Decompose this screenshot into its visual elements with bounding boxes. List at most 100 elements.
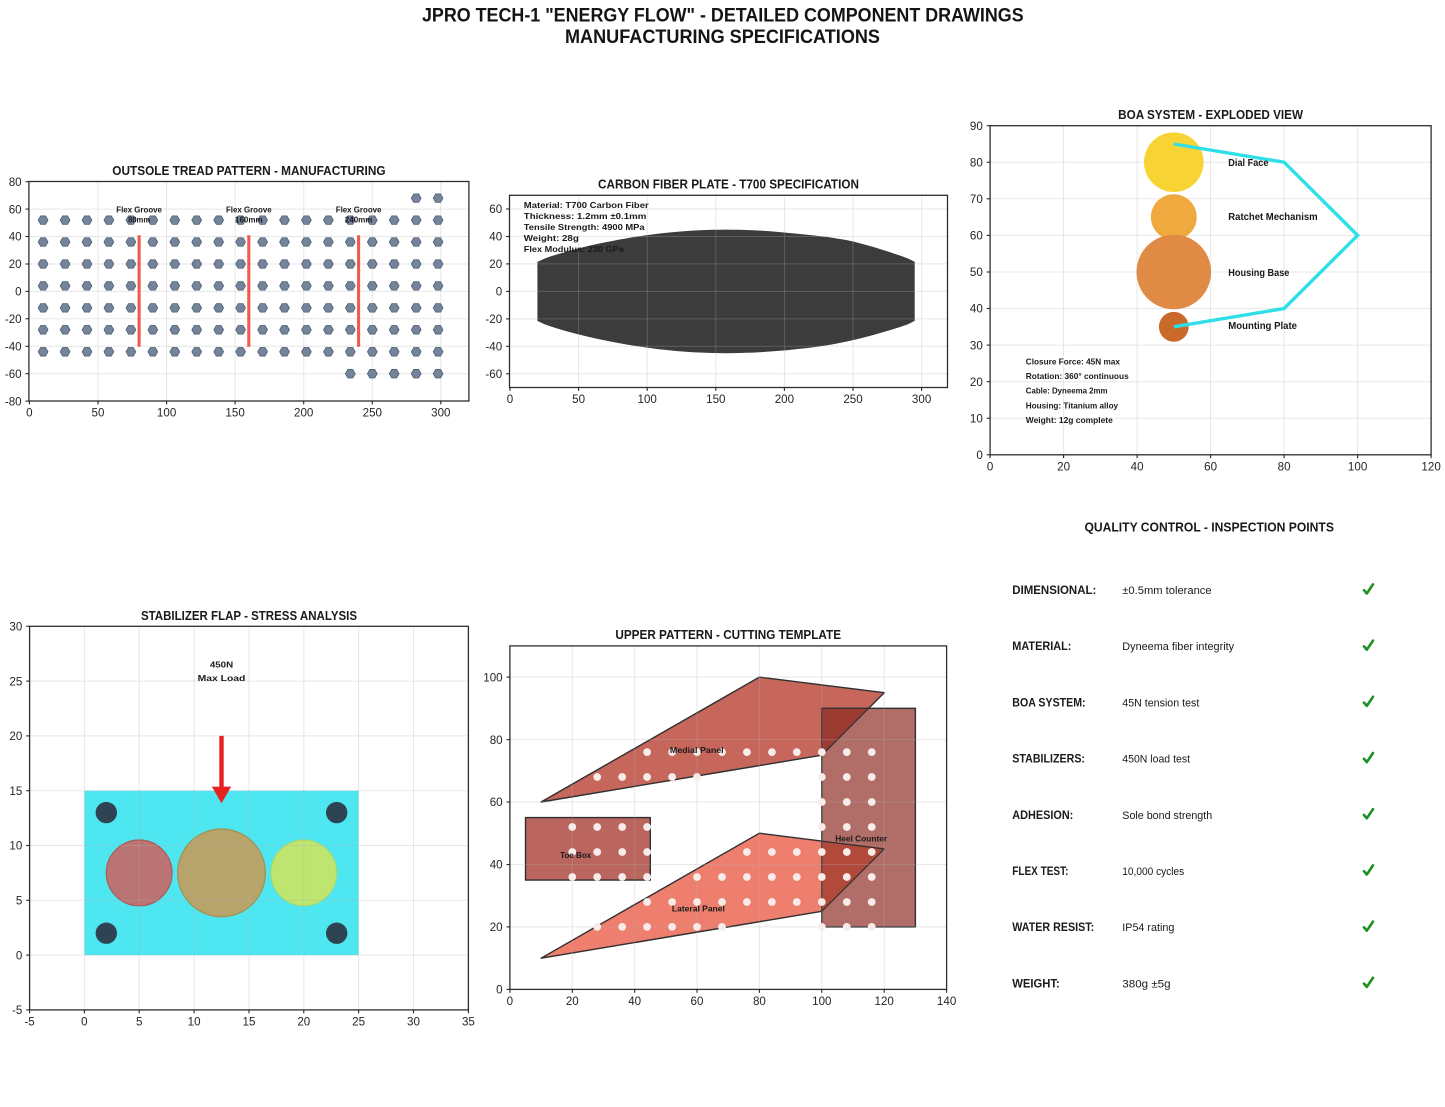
svg-text:20: 20 (9, 258, 22, 271)
svg-text:40: 40 (628, 995, 641, 1008)
svg-text:-40: -40 (485, 341, 502, 354)
svg-text:20: 20 (297, 1016, 310, 1029)
svg-text:Housing: Titanium alloy: Housing: Titanium alloy (1026, 400, 1119, 410)
svg-text:80: 80 (490, 734, 503, 747)
svg-text:60: 60 (970, 230, 983, 243)
svg-text:10: 10 (970, 412, 983, 425)
svg-text:40: 40 (1131, 461, 1144, 474)
svg-text:Sole bond strength: Sole bond strength (1122, 810, 1212, 822)
svg-text:80mm: 80mm (128, 216, 150, 225)
svg-text:Flex Groove: Flex Groove (226, 206, 272, 215)
svg-text:160mm: 160mm (235, 216, 263, 225)
svg-text:60: 60 (489, 203, 502, 216)
svg-text:Rotation: 360° continuous: Rotation: 360° continuous (1026, 371, 1129, 381)
svg-text:20: 20 (9, 730, 22, 743)
svg-text:120: 120 (875, 995, 894, 1008)
svg-text:140: 140 (937, 995, 956, 1008)
svg-text:Ratchet Mechanism: Ratchet Mechanism (1228, 212, 1318, 223)
svg-text:80: 80 (1278, 461, 1291, 474)
svg-text:100: 100 (638, 393, 657, 406)
svg-text:Dyneema fiber integrity: Dyneema fiber integrity (1122, 641, 1234, 653)
svg-text:Closure Force: 45N max: Closure Force: 45N max (1026, 356, 1120, 366)
svg-text:Tensile Strength: 4900 MPa: Tensile Strength: 4900 MPa (524, 222, 645, 232)
svg-text:JPRO TECH-1 "ENERGY FLOW" - DE: JPRO TECH-1 "ENERGY FLOW" - DETAILED COM… (422, 5, 1024, 27)
svg-text:0: 0 (976, 449, 982, 462)
svg-text:90: 90 (970, 120, 983, 133)
svg-text:380g ±5g: 380g ±5g (1122, 978, 1170, 990)
svg-text:120: 120 (1421, 461, 1440, 474)
svg-text:-80: -80 (5, 395, 22, 408)
svg-text:0: 0 (507, 995, 513, 1008)
svg-text:15: 15 (243, 1016, 256, 1029)
svg-text:250: 250 (363, 407, 382, 420)
svg-text:10: 10 (9, 840, 22, 853)
svg-text:IP54 rating: IP54 rating (1122, 922, 1174, 934)
svg-text:60: 60 (1204, 461, 1217, 474)
svg-text:0: 0 (16, 949, 22, 962)
svg-text:ADHESION:: ADHESION: (1012, 810, 1073, 822)
svg-text:150: 150 (225, 407, 244, 420)
svg-text:15: 15 (9, 785, 22, 798)
svg-text:100: 100 (1348, 461, 1367, 474)
svg-text:5: 5 (136, 1016, 142, 1029)
svg-text:40: 40 (9, 231, 22, 244)
svg-text:STABILIZER FLAP - STRESS ANALY: STABILIZER FLAP - STRESS ANALYSIS (141, 609, 357, 623)
svg-text:-40: -40 (5, 341, 22, 354)
svg-text:60: 60 (9, 203, 22, 216)
svg-text:30: 30 (407, 1016, 420, 1029)
svg-text:-20: -20 (485, 313, 502, 326)
svg-text:0: 0 (507, 393, 513, 406)
svg-text:Medial Panel: Medial Panel (670, 745, 724, 755)
svg-text:20: 20 (970, 376, 983, 389)
svg-text:MANUFACTURING SPECIFICATIONS: MANUFACTURING SPECIFICATIONS (565, 26, 880, 48)
svg-text:300: 300 (431, 407, 450, 420)
svg-text:Flex Groove: Flex Groove (116, 206, 162, 215)
svg-text:10,000 cycles: 10,000 cycles (1122, 866, 1184, 878)
svg-text:100: 100 (812, 995, 831, 1008)
svg-text:100: 100 (483, 671, 502, 684)
svg-text:5: 5 (16, 895, 22, 908)
svg-text:-60: -60 (5, 368, 22, 381)
svg-text:Dial Face: Dial Face (1228, 158, 1269, 169)
svg-text:Max Load: Max Load (198, 673, 246, 683)
svg-text:DIMENSIONAL:: DIMENSIONAL: (1012, 585, 1096, 597)
svg-text:Toe Box: Toe Box (560, 850, 591, 860)
svg-text:35: 35 (462, 1016, 475, 1029)
svg-text:450N: 450N (210, 660, 233, 670)
svg-text:50: 50 (970, 266, 983, 279)
svg-text:60: 60 (490, 796, 503, 809)
svg-text:Material: T700 Carbon Fiber: Material: T700 Carbon Fiber (524, 200, 650, 210)
svg-text:UPPER PATTERN - CUTTING TEMPLA: UPPER PATTERN - CUTTING TEMPLATE (615, 628, 841, 642)
svg-text:80: 80 (970, 156, 983, 169)
svg-text:Flex Modulus: 230 GPa: Flex Modulus: 230 GPa (524, 244, 624, 254)
svg-text:150: 150 (706, 393, 725, 406)
svg-text:30: 30 (9, 621, 22, 634)
svg-text:300: 300 (912, 393, 931, 406)
svg-text:MATERIAL:: MATERIAL: (1012, 641, 1071, 653)
svg-text:QUALITY CONTROL - INSPECTION P: QUALITY CONTROL - INSPECTION POINTS (1084, 520, 1334, 534)
svg-text:10: 10 (188, 1016, 201, 1029)
svg-text:25: 25 (352, 1016, 365, 1029)
svg-text:±0.5mm tolerance: ±0.5mm tolerance (1122, 585, 1211, 597)
svg-text:0: 0 (496, 984, 502, 997)
svg-text:450N load test: 450N load test (1122, 754, 1190, 766)
svg-text:250: 250 (843, 393, 862, 406)
svg-text:-5: -5 (12, 1004, 22, 1017)
svg-text:OUTSOLE TREAD PATTERN - MANUFA: OUTSOLE TREAD PATTERN - MANUFACTURING (112, 164, 385, 178)
svg-text:CARBON FIBER PLATE - T700 SPEC: CARBON FIBER PLATE - T700 SPECIFICATION (598, 178, 859, 192)
svg-text:-60: -60 (485, 368, 502, 381)
svg-text:200: 200 (294, 407, 313, 420)
svg-text:20: 20 (1057, 461, 1070, 474)
svg-text:Lateral Panel: Lateral Panel (672, 903, 725, 913)
svg-text:Housing Base: Housing Base (1228, 268, 1290, 279)
svg-text:20: 20 (490, 921, 503, 934)
svg-text:80: 80 (9, 176, 22, 189)
svg-text:0: 0 (15, 286, 21, 299)
svg-text:100: 100 (157, 407, 176, 420)
svg-text:40: 40 (489, 231, 502, 244)
svg-text:0: 0 (26, 407, 32, 420)
svg-text:0: 0 (81, 1016, 87, 1029)
svg-text:20: 20 (489, 258, 502, 271)
svg-text:45N tension test: 45N tension test (1122, 697, 1199, 709)
svg-text:WATER RESIST:: WATER RESIST: (1012, 922, 1094, 934)
